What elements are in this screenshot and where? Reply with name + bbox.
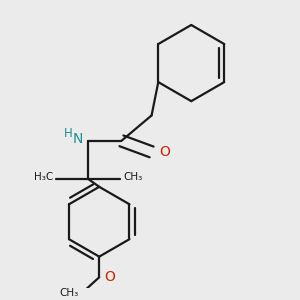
Text: O: O [160,145,170,159]
Text: N: N [73,132,83,146]
Text: O: O [104,270,115,284]
Text: H: H [64,127,73,140]
Text: CH₃: CH₃ [123,172,142,182]
Text: CH₃: CH₃ [59,288,79,298]
Text: H₃C: H₃C [34,172,53,182]
